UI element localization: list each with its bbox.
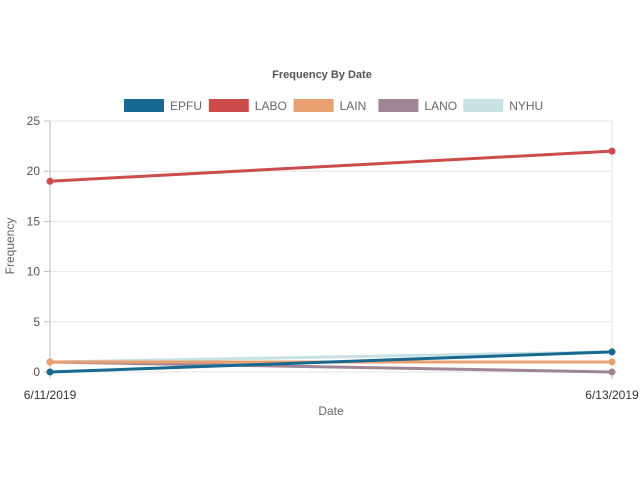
y-axis-title: Frequency	[3, 218, 17, 275]
series-line-epfu	[49, 350, 613, 374]
legend-label: LAIN	[340, 99, 367, 113]
data-point-labo	[46, 177, 54, 185]
y-tick-label: 0	[33, 365, 40, 379]
legend-label: LABO	[255, 99, 287, 113]
y-tick-label: 5	[33, 315, 40, 329]
data-point-labo	[608, 147, 616, 155]
legend-item-nyhu[interactable]: NYHU	[463, 99, 543, 113]
data-point-lano	[608, 368, 616, 376]
legend-swatch	[378, 99, 419, 112]
y-tick-label: 25	[27, 114, 41, 128]
legend-item-epfu[interactable]: EPFU	[124, 99, 202, 113]
y-tick-label: 10	[27, 265, 41, 279]
data-point-epfu	[46, 368, 54, 376]
series-lines	[46, 147, 616, 376]
legend-item-labo[interactable]: LABO	[208, 99, 287, 113]
y-tick-label: 20	[27, 164, 41, 178]
legend-swatch	[463, 99, 504, 112]
data-point-lain	[608, 358, 616, 366]
series-line-nyhu	[49, 350, 613, 364]
x-axis-ticks: 6/11/2019 6/13/2019	[24, 372, 639, 402]
x-axis-title: Date	[318, 404, 344, 418]
legend-swatch	[124, 99, 164, 112]
series-line-labo	[49, 149, 613, 183]
legend-label: LANO	[424, 99, 457, 113]
legend-item-lano[interactable]: LANO	[378, 99, 457, 113]
y-axis-ticks: 0 5 10 15 20 25	[27, 114, 50, 379]
x-tick-label: 6/11/2019	[24, 388, 77, 402]
data-point-lain	[46, 358, 54, 366]
grid-lines	[49, 120, 613, 373]
y-tick-label: 15	[27, 214, 41, 228]
data-point-epfu	[608, 348, 616, 356]
legend-swatch	[208, 99, 249, 112]
legend-swatch	[293, 99, 334, 112]
chart-title: Frequency By Date	[272, 69, 372, 81]
legend: EPFU LABO LAIN LANO NYHU	[124, 99, 543, 113]
series-line-lano	[49, 360, 613, 374]
legend-item-lain[interactable]: LAIN	[293, 99, 367, 113]
legend-label: EPFU	[170, 99, 202, 113]
x-tick-label: 6/13/2019	[585, 388, 639, 402]
legend-label: NYHU	[509, 99, 543, 113]
